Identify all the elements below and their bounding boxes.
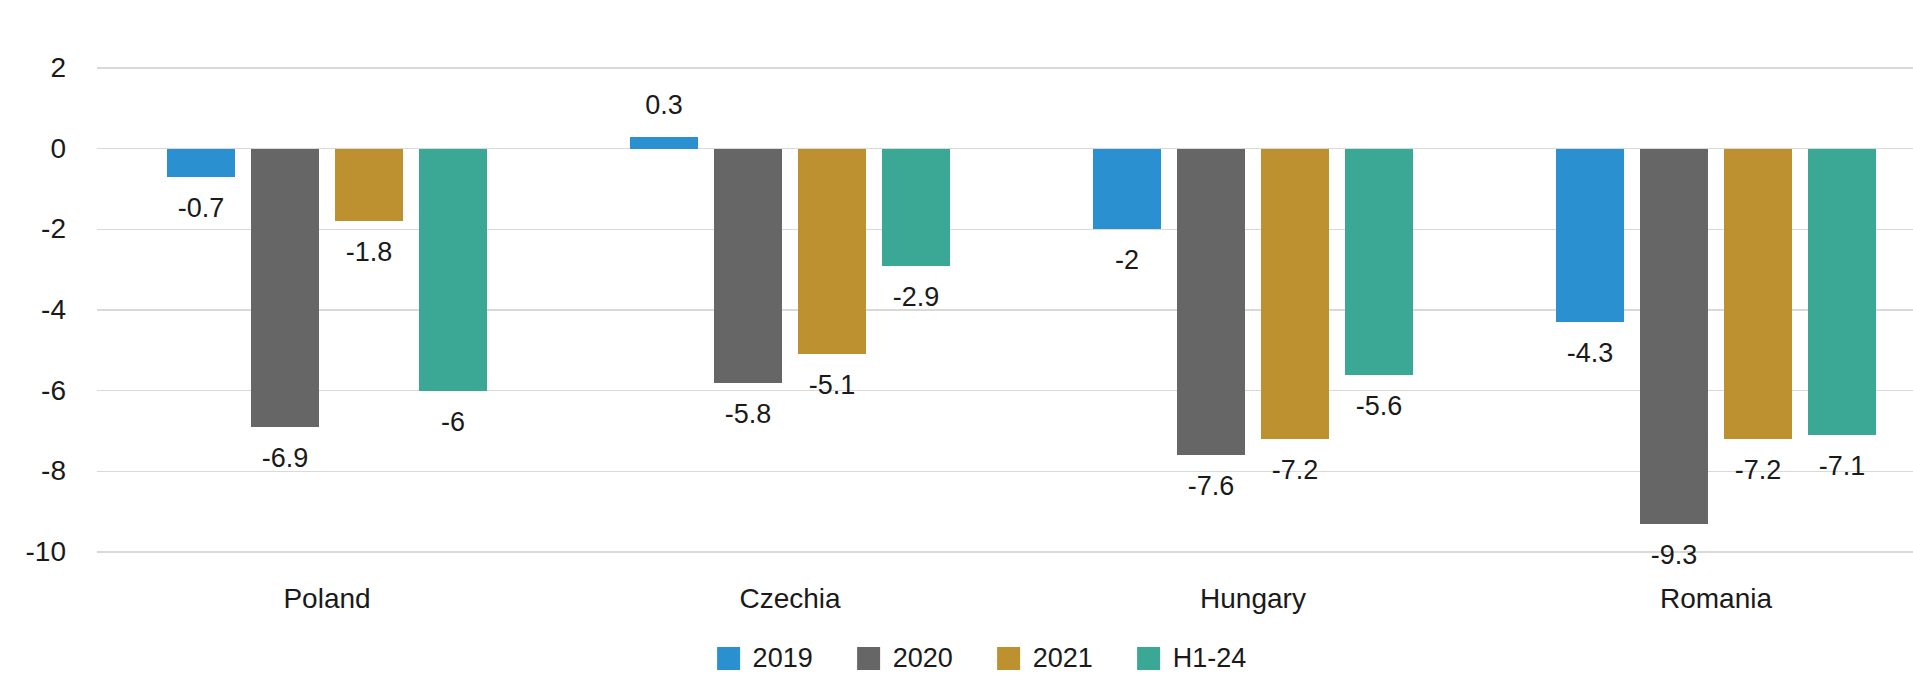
bar-chart: 2 0 -2 -4 -6 -8 -10 -0.7 -6.9 -1.8 -6 Poland 0.3 -5.8… [0,0,1913,698]
y-axis-tick-label: 2 [0,52,66,84]
legend-label: 2021 [1033,644,1093,672]
bar-2019-czechia [630,137,698,149]
bar-2019-hungary [1093,149,1161,230]
legend-swatch-icon [717,647,740,670]
bar-2021-czechia [798,149,866,355]
y-axis-tick-label: -2 [0,213,66,245]
bar-value-label: -9.3 [1604,542,1744,569]
y-axis-tick-label: -8 [0,455,66,487]
x-axis-category-label: Hungary [1103,583,1403,615]
y-axis-tick-label: -10 [0,536,66,568]
chart-legend: 2019 2020 2021 H1-24 [717,644,1247,672]
gridline [97,67,1913,69]
legend-item-2021: 2021 [997,644,1093,672]
legend-swatch-icon [997,647,1020,670]
bar-2021-poland [335,149,403,222]
bar-value-label: -7.2 [1225,457,1365,484]
bar-H1-24-romania [1808,149,1876,435]
y-axis-tick-label: -6 [0,375,66,407]
x-axis-category-label: Czechia [640,583,940,615]
bar-2020-poland [251,149,319,427]
bar-2020-hungary [1177,149,1245,456]
bar-value-label: -2 [1057,247,1197,274]
legend-label: H1-24 [1173,644,1247,672]
bar-value-label: -5.6 [1309,393,1449,420]
bar-value-label: -6.9 [215,445,355,472]
legend-label: 2019 [753,644,813,672]
legend-swatch-icon [1137,647,1160,670]
bar-value-label: -5.1 [762,372,902,399]
bar-value-label: -7.1 [1772,453,1912,480]
legend-item-h1-24: H1-24 [1137,644,1247,672]
bar-value-label: 0.3 [594,92,734,119]
bar-value-label: -4.3 [1520,340,1660,367]
y-axis-tick-label: -4 [0,294,66,326]
legend-label: 2020 [893,644,953,672]
bar-2019-romania [1556,149,1624,322]
x-axis-category-label: Poland [177,583,477,615]
bar-2019-poland [167,149,235,177]
bar-H1-24-poland [419,149,487,391]
bar-value-label: -2.9 [846,284,986,311]
bar-2020-czechia [714,149,782,383]
legend-item-2019: 2019 [717,644,813,672]
bar-value-label: -1.8 [299,239,439,266]
bar-value-label: -6 [383,409,523,436]
plot-area: 2 0 -2 -4 -6 -8 -10 -0.7 -6.9 -1.8 -6 Poland 0.3 -5.8… [0,0,1913,698]
bar-value-label: -5.8 [678,401,818,428]
legend-item-2020: 2020 [857,644,953,672]
legend-swatch-icon [857,647,880,670]
bar-H1-24-czechia [882,149,950,266]
bar-value-label: -0.7 [131,195,271,222]
x-axis-category-label: Romania [1566,583,1866,615]
bar-H1-24-hungary [1345,149,1413,375]
bar-2021-romania [1724,149,1792,439]
y-axis-tick-label: 0 [0,133,66,165]
